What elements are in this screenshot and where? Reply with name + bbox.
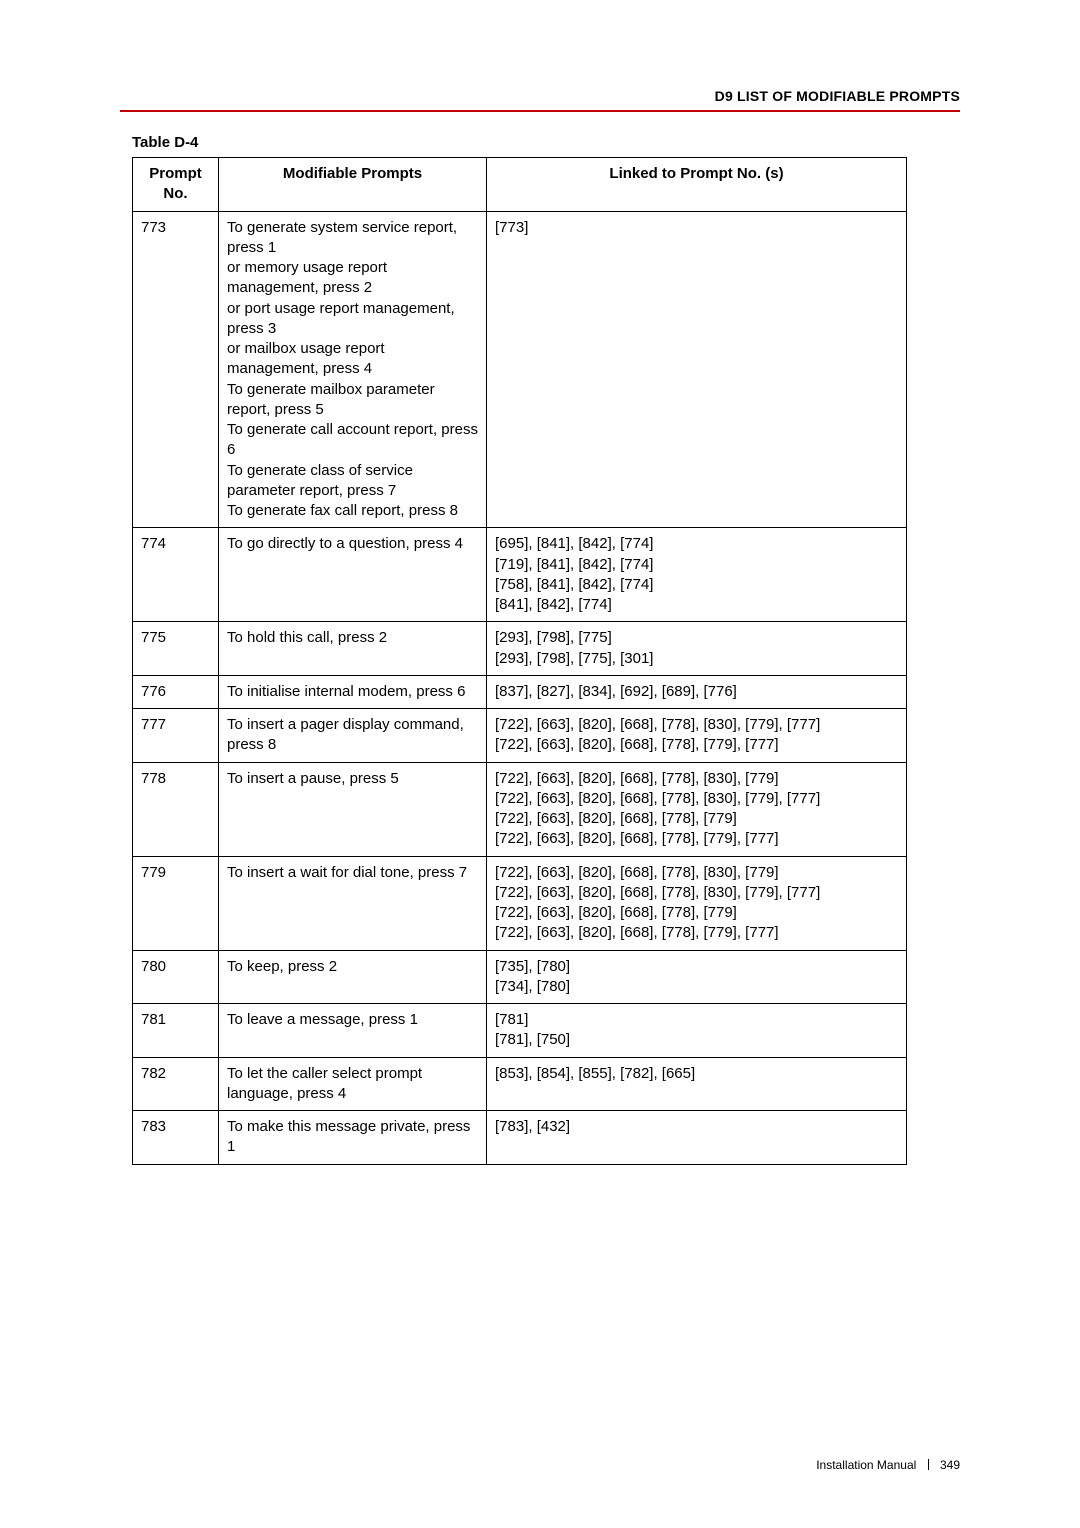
cell-prompt-no: 774 <box>133 528 219 622</box>
table-body: 773To generate system service report, pr… <box>133 211 907 1164</box>
cell-prompt-no: 775 <box>133 622 219 676</box>
table-caption: Table D-4 <box>132 134 960 151</box>
col-header-prompt-no: Prompt No. <box>133 158 219 212</box>
table-row: 776To initialise internal modem, press 6… <box>133 675 907 708</box>
cell-linked: [783], [432] <box>487 1111 907 1165</box>
cell-linked: [722], [663], [820], [668], [778], [830]… <box>487 762 907 856</box>
table-row: 779To insert a wait for dial tone, press… <box>133 856 907 950</box>
section-header: D9 LIST OF MODIFIABLE PROMPTS <box>120 88 960 104</box>
linked-line: [841], [842], [774] <box>495 595 898 615</box>
col-header-modifiable: Modifiable Prompts <box>219 158 487 212</box>
cell-modifiable: To keep, press 2 <box>219 950 487 1004</box>
cell-modifiable: To insert a pager display command, press… <box>219 709 487 763</box>
footer-separator <box>928 1459 929 1470</box>
linked-line: [293], [798], [775], [301] <box>495 649 898 669</box>
linked-line: [758], [841], [842], [774] <box>495 575 898 595</box>
prompts-table: Prompt No. Modifiable Prompts Linked to … <box>132 157 907 1165</box>
table-row: 781To leave a message, press 1[781][781]… <box>133 1004 907 1058</box>
cell-prompt-no: 777 <box>133 709 219 763</box>
cell-modifiable: To initialise internal modem, press 6 <box>219 675 487 708</box>
table-header-row: Prompt No. Modifiable Prompts Linked to … <box>133 158 907 212</box>
footer-page-number: 349 <box>940 1458 960 1472</box>
linked-line: [719], [841], [842], [774] <box>495 555 898 575</box>
linked-line: [773] <box>495 218 898 238</box>
linked-line: [853], [854], [855], [782], [665] <box>495 1064 898 1084</box>
cell-prompt-no: 776 <box>133 675 219 708</box>
table-row: 783To make this message private, press 1… <box>133 1111 907 1165</box>
cell-linked: [293], [798], [775][293], [798], [775], … <box>487 622 907 676</box>
cell-linked: [722], [663], [820], [668], [778], [830]… <box>487 856 907 950</box>
linked-line: [722], [663], [820], [668], [778], [830]… <box>495 789 898 809</box>
linked-line: [781], [750] <box>495 1030 898 1050</box>
linked-line: [722], [663], [820], [668], [778], [779]… <box>495 735 898 755</box>
cell-modifiable: To hold this call, press 2 <box>219 622 487 676</box>
cell-prompt-no: 778 <box>133 762 219 856</box>
page: D9 LIST OF MODIFIABLE PROMPTS Table D-4 … <box>0 0 1080 1528</box>
linked-line: [722], [663], [820], [668], [778], [830]… <box>495 769 898 789</box>
table-row: 777To insert a pager display command, pr… <box>133 709 907 763</box>
cell-modifiable: To go directly to a question, press 4 <box>219 528 487 622</box>
linked-line: [722], [663], [820], [668], [778], [830]… <box>495 883 898 903</box>
linked-line: [722], [663], [820], [668], [778], [779] <box>495 809 898 829</box>
page-footer: Installation Manual 349 <box>816 1458 960 1472</box>
linked-line: [722], [663], [820], [668], [778], [779]… <box>495 829 898 849</box>
table-row: 774To go directly to a question, press 4… <box>133 528 907 622</box>
table-row: 773To generate system service report, pr… <box>133 211 907 528</box>
linked-line: [722], [663], [820], [668], [778], [779] <box>495 903 898 923</box>
cell-modifiable: To make this message private, press 1 <box>219 1111 487 1165</box>
cell-linked: [853], [854], [855], [782], [665] <box>487 1057 907 1111</box>
table-row: 778To insert a pause, press 5 [722], [663… <box>133 762 907 856</box>
linked-line: [735], [780] <box>495 957 898 977</box>
cell-prompt-no: 781 <box>133 1004 219 1058</box>
cell-linked: [781][781], [750] <box>487 1004 907 1058</box>
cell-prompt-no: 780 <box>133 950 219 1004</box>
table-row: 775To hold this call, press 2[293], [798… <box>133 622 907 676</box>
cell-prompt-no: 773 <box>133 211 219 528</box>
linked-line: [837], [827], [834], [692], [689], [776] <box>495 682 898 702</box>
header-rule <box>120 110 960 112</box>
linked-line: [293], [798], [775] <box>495 628 898 648</box>
linked-line: [783], [432] <box>495 1117 898 1137</box>
table-row: 782To let the caller select prompt langu… <box>133 1057 907 1111</box>
linked-line: [734], [780] <box>495 977 898 997</box>
col-header-linked: Linked to Prompt No. (s) <box>487 158 907 212</box>
footer-doc-title: Installation Manual <box>816 1458 916 1472</box>
cell-linked: [722], [663], [820], [668], [778], [830]… <box>487 709 907 763</box>
cell-linked: [837], [827], [834], [692], [689], [776] <box>487 675 907 708</box>
cell-modifiable: To insert a pause, press 5 <box>219 762 487 856</box>
cell-linked: [735], [780][734], [780] <box>487 950 907 1004</box>
cell-modifiable: To generate system service report, press… <box>219 211 487 528</box>
table-row: 780To keep, press 2[735], [780][734], [7… <box>133 950 907 1004</box>
cell-modifiable: To let the caller select prompt language… <box>219 1057 487 1111</box>
linked-line: [722], [663], [820], [668], [778], [830]… <box>495 863 898 883</box>
cell-prompt-no: 782 <box>133 1057 219 1111</box>
linked-line: [695], [841], [842], [774] <box>495 534 898 554</box>
linked-line: [722], [663], [820], [668], [778], [779]… <box>495 923 898 943</box>
linked-line: [781] <box>495 1010 898 1030</box>
cell-linked: [773] <box>487 211 907 528</box>
cell-prompt-no: 783 <box>133 1111 219 1165</box>
cell-modifiable: To insert a wait for dial tone, press 7 <box>219 856 487 950</box>
cell-modifiable: To leave a message, press 1 <box>219 1004 487 1058</box>
cell-prompt-no: 779 <box>133 856 219 950</box>
cell-linked: [695], [841], [842], [774][719], [841], … <box>487 528 907 622</box>
linked-line: [722], [663], [820], [668], [778], [830]… <box>495 715 898 735</box>
